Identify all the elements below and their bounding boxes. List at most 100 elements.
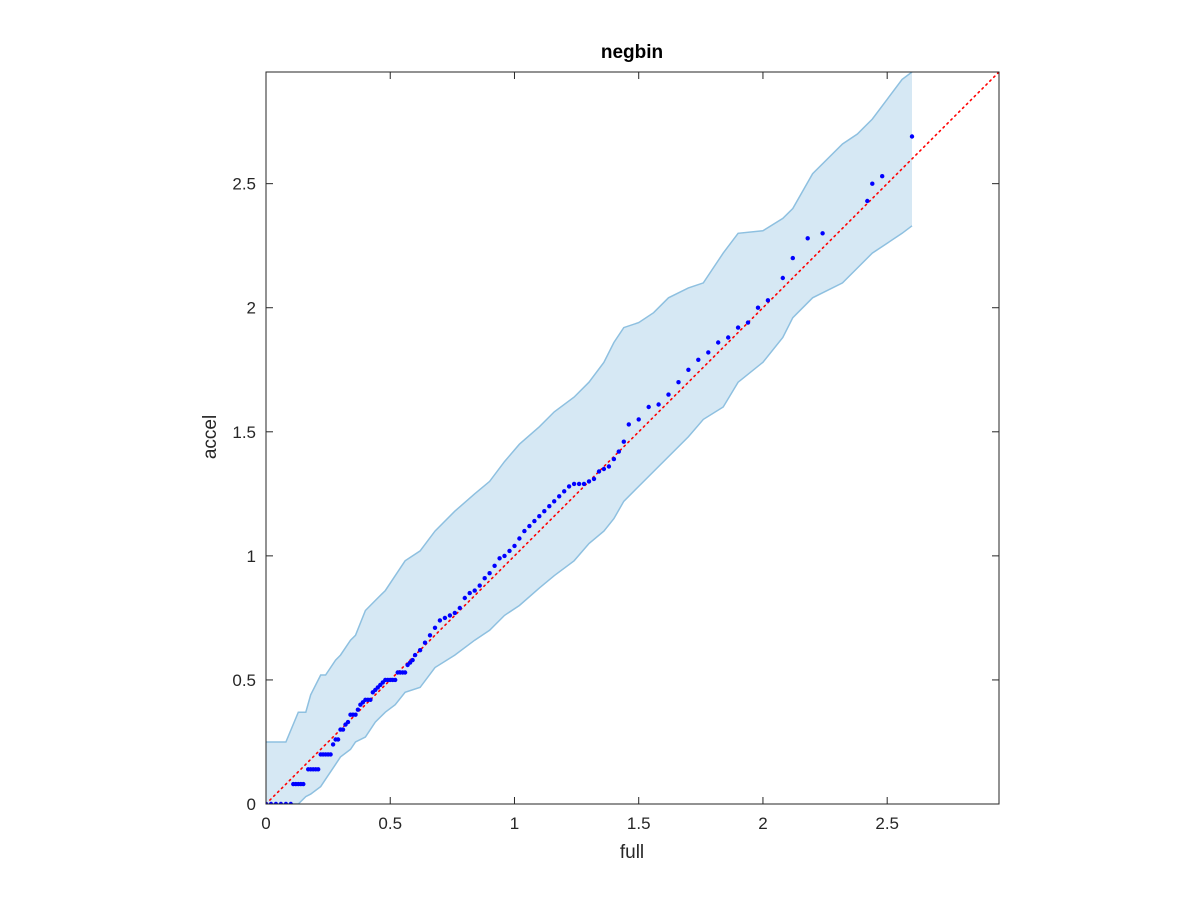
data-point	[328, 752, 333, 757]
data-point	[745, 320, 751, 325]
x-tick-label: 0.5	[378, 814, 402, 833]
data-point	[487, 571, 492, 576]
band-lower-edge	[266, 225, 913, 804]
reference-line	[266, 72, 999, 804]
chart-title: negbin	[601, 42, 663, 63]
data-point	[442, 615, 448, 621]
data-point	[566, 484, 572, 489]
data-point	[393, 677, 398, 683]
data-point	[716, 340, 721, 345]
data-point	[335, 737, 341, 742]
data-point	[676, 380, 681, 385]
data-point	[345, 719, 351, 725]
axes: 0 0.5 1 1.5 2 2.5 0 0.5 1 1.5 2 2.5	[232, 71, 1000, 833]
axes-box	[265, 71, 1000, 805]
data-point	[517, 536, 522, 541]
data-point	[492, 563, 497, 568]
x-tick-label: 1	[510, 814, 519, 833]
data-point	[497, 556, 502, 561]
data-point	[273, 801, 279, 804]
data-point	[547, 504, 552, 509]
data-point	[522, 528, 527, 534]
data-point	[316, 767, 321, 772]
data-point	[427, 633, 433, 638]
data-point	[686, 367, 691, 372]
data-point	[432, 625, 438, 630]
data-point	[706, 350, 711, 355]
data-point	[601, 466, 607, 472]
x-tick-label: 2	[758, 814, 767, 833]
data-point	[507, 548, 512, 554]
data-point	[542, 509, 547, 514]
data-point	[467, 590, 472, 596]
data-point	[780, 275, 785, 281]
y-tick-label: 2.5	[232, 175, 256, 194]
data-point	[626, 422, 631, 427]
plot-area	[266, 72, 999, 804]
data-point	[805, 236, 810, 241]
data-point	[557, 494, 562, 499]
data-point	[447, 613, 453, 618]
data-point	[581, 481, 587, 487]
data-point	[616, 449, 621, 454]
plot-clip-group	[266, 72, 999, 804]
data-point	[726, 335, 731, 340]
data-point	[880, 174, 885, 179]
confidence-band	[266, 72, 912, 804]
data-point	[512, 543, 517, 549]
x-tick-label: 0	[261, 814, 270, 833]
data-point	[410, 657, 415, 663]
data-point	[571, 481, 577, 487]
data-point	[278, 801, 284, 804]
data-point	[482, 576, 487, 581]
y-axis-label: accel	[200, 415, 221, 459]
data-point	[596, 469, 602, 474]
data-point	[696, 357, 701, 362]
y-tick-label: 2	[247, 299, 256, 318]
data-point	[452, 610, 457, 616]
data-point	[402, 670, 408, 675]
data-point	[621, 439, 626, 444]
data-point	[755, 305, 761, 310]
data-point	[412, 652, 418, 658]
data-point	[562, 489, 567, 494]
x-axis-label: full	[620, 842, 644, 863]
data-point	[586, 479, 592, 484]
data-point	[656, 402, 661, 407]
x-tick-label: 1.5	[627, 814, 651, 833]
y-tick-label: 1	[247, 547, 256, 566]
data-point	[576, 481, 582, 487]
data-point	[288, 801, 293, 804]
data-point	[368, 697, 373, 702]
data-point	[462, 595, 467, 601]
data-point	[266, 801, 269, 804]
data-point	[477, 583, 482, 588]
data-point	[537, 514, 542, 519]
y-tick-label: 0.5	[232, 671, 256, 690]
data-point	[735, 325, 741, 330]
data-point	[502, 553, 507, 559]
data-point	[790, 255, 795, 261]
band-upper-edge	[266, 72, 913, 743]
data-point	[457, 605, 462, 611]
data-point	[636, 417, 641, 422]
data-point	[532, 518, 537, 524]
data-point	[355, 707, 361, 712]
data-point	[330, 742, 336, 747]
data-point	[472, 588, 477, 593]
data-point	[437, 618, 443, 623]
data-point	[283, 801, 289, 804]
x-tick-label: 2.5	[875, 814, 899, 833]
data-point	[611, 456, 617, 462]
data-point	[591, 476, 597, 482]
data-point	[353, 712, 358, 717]
y-tick-label: 0	[247, 795, 256, 814]
data-point	[606, 464, 612, 469]
data-point	[909, 134, 915, 139]
data-point	[301, 781, 306, 787]
data-point	[552, 499, 557, 504]
data-point	[268, 801, 274, 804]
y-tick-label: 1.5	[232, 423, 256, 442]
data-point	[646, 404, 651, 410]
